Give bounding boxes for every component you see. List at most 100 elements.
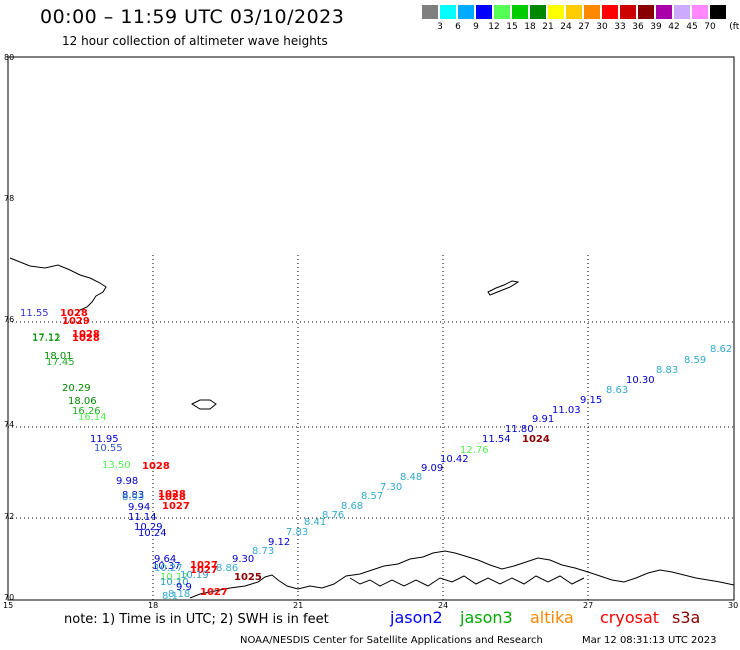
lat-label: 78	[4, 194, 14, 203]
wave-height-label: 1028	[72, 333, 100, 344]
wave-height-label: 10.27	[154, 563, 183, 574]
lon-label: 21	[293, 601, 303, 610]
legend-swatch	[710, 5, 726, 19]
footer-credit: NOAA/NESDIS Center for Satellite Applica…	[240, 635, 543, 646]
legend-value: 3	[437, 22, 443, 32]
legend-swatch	[656, 5, 672, 19]
wave-height-label: 8.83	[656, 365, 678, 376]
wave-height-label: 11.03	[552, 405, 581, 416]
legend-swatch	[530, 5, 546, 19]
legend-swatch	[602, 5, 618, 19]
wave-height-label: 10.19	[180, 570, 209, 581]
legend-value: 30	[596, 22, 608, 32]
wave-height-label: 18.01	[44, 351, 73, 362]
norway-fjords	[349, 575, 585, 587]
legend-swatch	[494, 5, 510, 19]
wave-height-label: 9.64	[154, 554, 176, 565]
wave-height-label: 10.55	[94, 443, 123, 454]
wave-height-label: 8.18	[168, 589, 190, 600]
legend-swatch	[548, 5, 564, 19]
wave-height-label: 1027	[190, 565, 218, 576]
lon-label: 24	[438, 601, 448, 610]
lat-label: 70	[4, 593, 14, 602]
wave-height-label: 9.98	[116, 476, 138, 487]
wave-height-label: 9.94	[128, 502, 150, 513]
legend-value: 9	[473, 22, 479, 32]
wave-height-label: 10.17	[160, 572, 189, 583]
wave-height-label: 9.30	[232, 554, 254, 565]
norway-coastline	[189, 550, 735, 599]
lat-label: 76	[4, 315, 14, 324]
wave-height-label: 12.76	[460, 445, 489, 456]
satellite-s3a: s3a	[672, 608, 701, 627]
legend-swatch	[566, 5, 582, 19]
legend-swatch	[620, 5, 636, 19]
legend-swatch	[674, 5, 690, 19]
lat-label: 80	[4, 53, 14, 62]
legend-value: 33	[614, 22, 626, 32]
legend-value: 18	[524, 22, 536, 32]
lon-label: 27	[583, 601, 593, 610]
wave-height-label: 9.15	[580, 395, 602, 406]
wave-height-label: 8.1	[162, 591, 178, 602]
wave-height-label: 1027	[162, 501, 190, 512]
wave-height-label: 8.48	[400, 472, 422, 483]
legend-value: 12	[488, 22, 500, 32]
legend-swatch	[512, 5, 528, 19]
wave-height-label: 20.29	[62, 383, 91, 394]
svalbard-coastline	[9, 257, 107, 317]
legend-swatch	[476, 5, 492, 19]
wave-height-label: 8.68	[341, 501, 363, 512]
footer-timestamp: Mar 12 08:31:13 UTC 2023	[582, 635, 717, 646]
wave-height-label: 8.41	[304, 517, 326, 528]
legend-value: 70	[704, 22, 716, 32]
coastlines	[9, 257, 735, 599]
wave-height-label: 1029	[62, 316, 90, 327]
bear-island	[190, 399, 217, 410]
wave-height-label: 9.9	[176, 582, 192, 593]
satellite-jason2: jason2	[390, 608, 443, 627]
wave-height-label: 8.63	[606, 385, 628, 396]
wave-height-label: 16.26	[72, 406, 101, 417]
wave-height-label: 8.59	[684, 355, 706, 366]
legend-value: 45	[686, 22, 698, 32]
wave-height-label: 8.57	[361, 491, 383, 502]
wave-height-label: 9.12	[268, 537, 290, 548]
wave-height-label: 8.73	[252, 546, 274, 557]
wave-height-label: 11.95	[90, 434, 119, 445]
legend-value: 24	[560, 22, 572, 32]
longitude-labels: 15 18 21 24 27 30	[3, 601, 738, 610]
wave-height-label: 8.86	[216, 563, 238, 574]
wave-height-label: 1024	[522, 434, 550, 445]
wave-height-label: 17.45	[46, 357, 75, 368]
wave-height-label: 10.29	[134, 522, 163, 533]
wave-height-label: 10.42	[440, 454, 469, 465]
legend-value: 6	[455, 22, 461, 32]
legend-value: 21	[542, 22, 554, 32]
legend-swatch	[692, 5, 708, 19]
latitude-gridlines	[8, 321, 734, 519]
wave-height-label: 1027	[190, 560, 218, 571]
map-subtitle: 12 hour collection of altimeter wave hei…	[62, 34, 328, 48]
wave-height-label: 1028	[158, 489, 186, 500]
wave-height-label: 11.14	[128, 512, 157, 523]
plot-frame	[7, 56, 735, 601]
wave-height-label: 1028	[60, 308, 88, 319]
wave-height-label: 8.93	[122, 492, 144, 503]
wave-height-label: 8.62	[710, 344, 732, 355]
wave-height-label: 8.76	[322, 510, 344, 521]
wave-height-label: 1025	[234, 572, 262, 583]
satellite-jason3: jason3	[460, 608, 513, 627]
wave-height-label: 10.30	[626, 375, 655, 386]
wave-height-label: 11.54	[482, 434, 511, 445]
legend-value: 36	[632, 22, 644, 32]
legend-value: 39	[650, 22, 662, 32]
legend-value: 27	[578, 22, 590, 32]
wave-height-label: 9.09	[421, 463, 443, 474]
satellite-altika: altika	[530, 608, 574, 627]
wave-height-label: 13.50	[102, 460, 131, 471]
wave-height-label: 8.83	[122, 490, 144, 501]
wave-height-label: 17.12	[32, 333, 61, 344]
